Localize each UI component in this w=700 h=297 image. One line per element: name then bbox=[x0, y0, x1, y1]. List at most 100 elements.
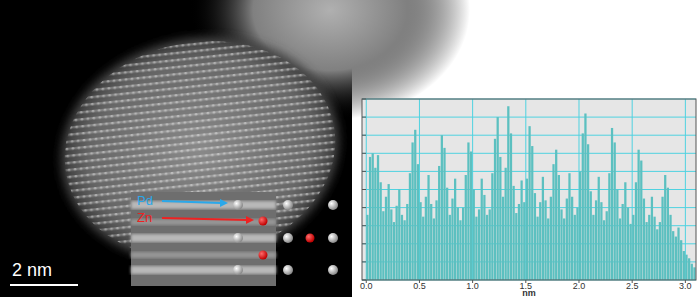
x-tick-label: 0.5 bbox=[413, 281, 426, 291]
y-tick bbox=[362, 171, 366, 172]
profile-bar bbox=[388, 184, 390, 280]
profile-bar bbox=[637, 150, 639, 280]
profile-bar bbox=[473, 190, 475, 281]
profile-bar bbox=[691, 264, 693, 280]
profile-bar bbox=[414, 130, 416, 280]
profile-bar bbox=[640, 161, 642, 280]
grid-line-y bbox=[362, 117, 696, 118]
y-tick bbox=[362, 117, 366, 118]
atom-label: Pd bbox=[137, 193, 153, 208]
profile-bar bbox=[390, 209, 392, 280]
grid-line-x bbox=[685, 99, 686, 280]
profile-bar bbox=[366, 215, 368, 280]
profile-bar bbox=[667, 188, 669, 280]
label-arrow bbox=[162, 201, 221, 203]
profile-bar bbox=[536, 217, 538, 280]
y-tick bbox=[362, 225, 366, 226]
profile-bar bbox=[645, 222, 647, 280]
pd-atom bbox=[233, 265, 243, 275]
profile-bar bbox=[401, 215, 403, 280]
profile-bar bbox=[470, 151, 472, 280]
profile-bar bbox=[664, 175, 666, 280]
profile-bar bbox=[680, 240, 682, 280]
x-tick-label: 2.0 bbox=[573, 281, 586, 291]
profile-bar bbox=[587, 144, 589, 280]
profile-bar bbox=[627, 208, 629, 280]
profile-bar bbox=[499, 157, 501, 280]
profile-bar bbox=[574, 215, 576, 280]
profile-bar bbox=[520, 180, 522, 280]
profile-bar bbox=[606, 211, 608, 280]
pd-atom bbox=[328, 265, 338, 275]
pd-atom bbox=[283, 265, 293, 275]
profile-bar bbox=[688, 258, 690, 280]
profile-bar bbox=[584, 113, 586, 280]
profile-bar bbox=[411, 142, 413, 280]
profile-bar bbox=[656, 229, 658, 280]
profile-bar bbox=[643, 199, 645, 280]
profile-bar bbox=[582, 133, 584, 280]
scale-bar bbox=[10, 284, 78, 286]
profile-bar bbox=[475, 217, 477, 280]
profile-bar bbox=[491, 173, 493, 280]
arrow-head bbox=[220, 199, 228, 207]
profile-bar bbox=[451, 199, 453, 280]
profile-bar bbox=[489, 209, 491, 280]
profile-bar bbox=[430, 204, 432, 280]
profile-bar bbox=[675, 237, 677, 280]
profile-bar bbox=[518, 204, 520, 280]
pd-atom bbox=[328, 200, 338, 210]
profile-bar bbox=[547, 218, 549, 280]
bars bbox=[366, 106, 695, 280]
profile-bar bbox=[502, 197, 504, 280]
pd-atom bbox=[283, 200, 293, 210]
profile-bar bbox=[566, 199, 568, 280]
inset-stripe bbox=[131, 266, 276, 274]
profile-bar bbox=[659, 222, 661, 280]
profile-bar bbox=[622, 204, 624, 280]
y-tick bbox=[362, 99, 366, 100]
zn-atom bbox=[306, 234, 315, 243]
profile-bar bbox=[614, 142, 616, 280]
plot-frame bbox=[362, 99, 696, 280]
atom-label: Zn bbox=[137, 210, 152, 225]
profile-bar bbox=[372, 153, 374, 280]
profile-bar bbox=[603, 220, 605, 280]
profile-bar bbox=[611, 128, 613, 280]
profile-bar bbox=[510, 133, 512, 280]
profile-bar bbox=[427, 175, 429, 280]
profile-bar bbox=[598, 177, 600, 280]
profile-bar bbox=[377, 155, 379, 280]
profile-bar bbox=[595, 200, 597, 280]
inset-image bbox=[131, 192, 276, 286]
lattice-fringes bbox=[40, 20, 370, 290]
x-tick-label: 1.0 bbox=[466, 281, 479, 291]
profile-bar bbox=[590, 191, 592, 280]
profile-bar bbox=[417, 164, 419, 280]
profile-bar bbox=[558, 175, 560, 280]
profile-bar bbox=[459, 220, 461, 280]
profile-bar bbox=[677, 228, 679, 280]
profile-bar bbox=[661, 197, 663, 280]
profile-bar bbox=[422, 217, 424, 280]
profile-bar bbox=[398, 190, 400, 281]
profile-bar bbox=[419, 202, 421, 280]
profile-bar bbox=[693, 267, 695, 280]
profile-bar bbox=[653, 217, 655, 280]
profile-bar bbox=[579, 171, 581, 280]
x-tick-label: 0.0 bbox=[360, 281, 373, 291]
profile-bar bbox=[483, 195, 485, 280]
profile-bar bbox=[396, 206, 398, 280]
profile-bar bbox=[457, 208, 459, 280]
profile-bar bbox=[563, 218, 565, 280]
profile-bar bbox=[435, 200, 437, 280]
profile-bar bbox=[632, 215, 634, 280]
profile-bar bbox=[443, 148, 445, 280]
profile-bar bbox=[454, 179, 456, 280]
profile-bar bbox=[544, 200, 546, 280]
profile-bar bbox=[425, 197, 427, 280]
x-tick-label: 2.5 bbox=[626, 281, 639, 291]
profile-bar bbox=[608, 173, 610, 280]
profile-bar bbox=[497, 117, 499, 280]
profile-bar bbox=[433, 218, 435, 280]
